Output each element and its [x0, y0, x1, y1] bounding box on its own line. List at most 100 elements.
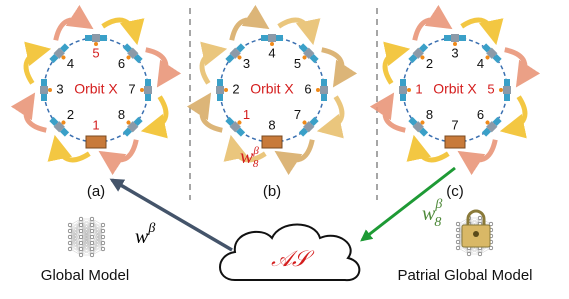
orbit-arrow — [505, 97, 525, 131]
satellite-label: 5 — [487, 81, 494, 96]
solar-panel — [85, 35, 92, 41]
weight-label: wβ8 — [240, 145, 259, 170]
node — [90, 229, 94, 233]
satellite-label: 6 — [477, 107, 484, 122]
satellite-label: 3 — [243, 56, 250, 71]
node — [456, 246, 460, 250]
solar-panel — [400, 94, 406, 101]
orbit-arrow — [26, 50, 46, 84]
solar-panel — [217, 79, 223, 86]
solar-panel — [217, 94, 223, 101]
satellite-label: 8 — [426, 107, 433, 122]
node — [79, 253, 83, 257]
node — [90, 223, 94, 227]
node — [456, 228, 460, 232]
node — [101, 223, 105, 227]
orbit-label: Orbit X — [74, 81, 118, 97]
orbit-arrow — [322, 50, 342, 84]
node — [90, 235, 94, 239]
satellite-label: 5 — [92, 45, 99, 60]
satellite — [86, 136, 106, 148]
node — [467, 252, 471, 256]
antenna — [407, 88, 411, 92]
diagram: 56781234Orbit X(a)45678123Orbit X(b)wβ83… — [0, 0, 569, 294]
orbit-arrow — [462, 20, 496, 40]
orbit-arrow — [232, 20, 266, 40]
satellite-label: 4 — [477, 56, 484, 71]
solar-panel — [504, 94, 510, 101]
satellite-label: 7 — [128, 81, 135, 96]
solar-panel — [444, 35, 451, 41]
solar-panel — [321, 94, 327, 101]
satellite-label: 3 — [56, 81, 63, 96]
orbit-arrow — [103, 20, 137, 40]
solar-panel — [41, 94, 47, 101]
satellite — [444, 34, 466, 46]
upload-arrow — [112, 180, 232, 250]
orbit-arrow — [56, 140, 90, 160]
satellite-label: 4 — [67, 56, 74, 71]
satellite — [85, 34, 107, 46]
network-icon — [68, 217, 105, 257]
satellite-label: 1 — [243, 107, 250, 122]
satellite — [445, 136, 465, 148]
orbit-arrow — [56, 20, 90, 40]
satellite — [216, 79, 228, 101]
satellite-label: 2 — [232, 81, 239, 96]
node — [79, 229, 83, 233]
solar-panel — [100, 35, 107, 41]
satellite-label: 7 — [294, 107, 301, 122]
orbit-arrow — [322, 97, 342, 131]
ground-station — [86, 136, 106, 148]
satellite-body — [268, 34, 276, 42]
panel-label: (b) — [263, 183, 281, 200]
ground-station — [445, 136, 465, 148]
antenna — [316, 88, 320, 92]
weight-sup: β — [252, 145, 259, 157]
satellite-body — [503, 86, 511, 94]
node — [90, 241, 94, 245]
solar-panel — [321, 79, 327, 86]
panel-label: (c) — [446, 183, 464, 200]
node — [101, 247, 105, 251]
node — [478, 216, 482, 220]
orbit-arrow — [279, 20, 313, 40]
node — [68, 229, 72, 233]
solar-panel — [261, 35, 268, 41]
lock-icon — [462, 211, 490, 247]
satellite-label: 6 — [304, 81, 311, 96]
node — [79, 247, 83, 251]
solar-panel — [145, 79, 151, 86]
satellite-body — [320, 86, 328, 94]
satellite-label: 5 — [294, 56, 301, 71]
orbit-arrow — [26, 97, 46, 131]
antenna — [224, 88, 228, 92]
satellite-label: 8 — [268, 117, 275, 132]
solar-panel — [145, 94, 151, 101]
orbit-arrow — [385, 97, 405, 131]
satellite-label: 8 — [118, 107, 125, 122]
node — [79, 235, 83, 239]
node — [90, 217, 94, 221]
orbit-label: Orbit X — [433, 81, 477, 97]
satellite — [262, 136, 282, 148]
node — [101, 229, 105, 233]
weight-sub: 8 — [253, 158, 259, 170]
server-label: 𝒜𝒮 — [271, 247, 315, 272]
orbit-arrow — [462, 140, 496, 160]
node — [68, 223, 72, 227]
satellite-body — [144, 86, 152, 94]
solar-panel — [276, 35, 283, 41]
satellite-label: 1 — [92, 117, 99, 132]
solar-panel — [459, 35, 466, 41]
orbit-arrow — [385, 50, 405, 84]
satellite-label: 1 — [415, 81, 422, 96]
node — [90, 253, 94, 257]
satellite — [399, 79, 411, 101]
orbit-arrow — [202, 50, 222, 84]
satellite-body — [399, 86, 407, 94]
node — [456, 240, 460, 244]
satellite-body — [216, 86, 224, 94]
node — [68, 235, 72, 239]
